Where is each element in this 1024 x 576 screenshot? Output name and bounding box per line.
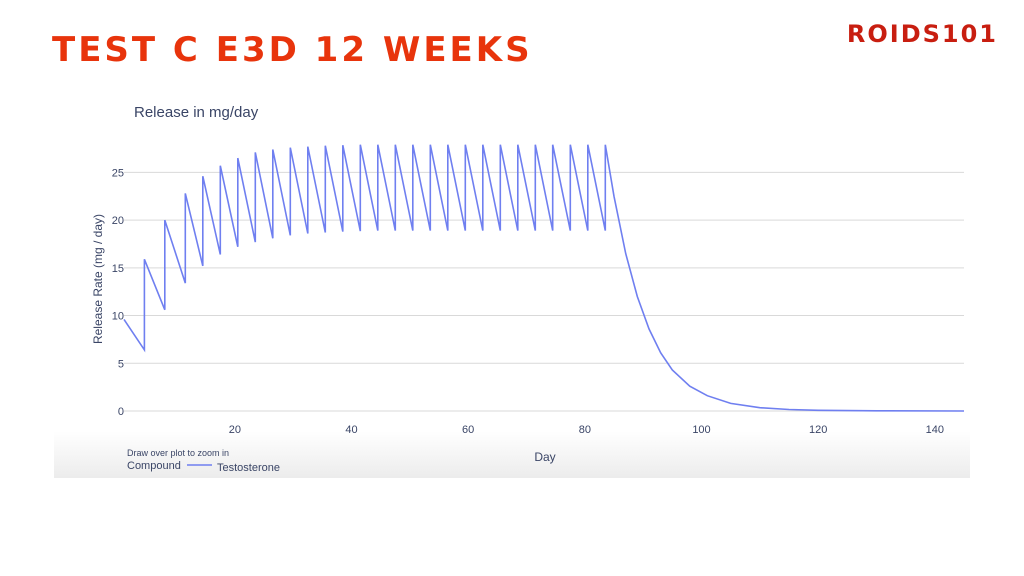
legend-title: Compound	[127, 460, 181, 472]
y-tick-label: 5	[118, 358, 124, 370]
chart-panel[interactable]: Release in mg/day 0 5 10 15 20 25 20 40 60 80 100…	[54, 88, 970, 478]
x-tick-labels: 20 40 60 80 100 120 140	[229, 424, 944, 436]
y-axis-label: Release Rate (mg / day)	[91, 214, 105, 344]
x-tick-label: 80	[579, 424, 591, 436]
chart-title: Release in mg/day	[134, 104, 259, 121]
y-tick-label: 15	[112, 263, 124, 275]
x-tick-label: 140	[926, 424, 944, 436]
x-tick-label: 60	[462, 424, 474, 436]
x-axis-label: Day	[534, 450, 555, 464]
y-tick-label: 20	[112, 215, 124, 227]
series-line-testosterone	[123, 144, 965, 412]
x-tick-label: 100	[692, 424, 710, 436]
zoom-hint: Draw over plot to zoom in	[127, 448, 229, 458]
gridlines	[124, 171, 964, 412]
legend-label-testosterone: Testosterone	[217, 462, 280, 474]
x-tick-label: 120	[809, 424, 827, 436]
x-tick-label: 20	[229, 424, 241, 436]
x-tick-label: 40	[345, 424, 357, 436]
slide-title: TEST C E3D 12 WEEKS	[52, 30, 533, 70]
y-tick-label: 25	[112, 167, 124, 179]
legend-item-testosterone[interactable]: Testosterone	[187, 462, 280, 474]
y-tick-label: 0	[118, 406, 124, 418]
release-rate-chart[interactable]: Release in mg/day 0 5 10 15 20 25 20 40 60 80 100…	[54, 88, 970, 478]
y-tick-label: 10	[112, 311, 124, 323]
brand-logo: ROIDS101	[846, 20, 998, 48]
y-tick-labels: 0 5 10 15 20 25	[112, 167, 124, 418]
